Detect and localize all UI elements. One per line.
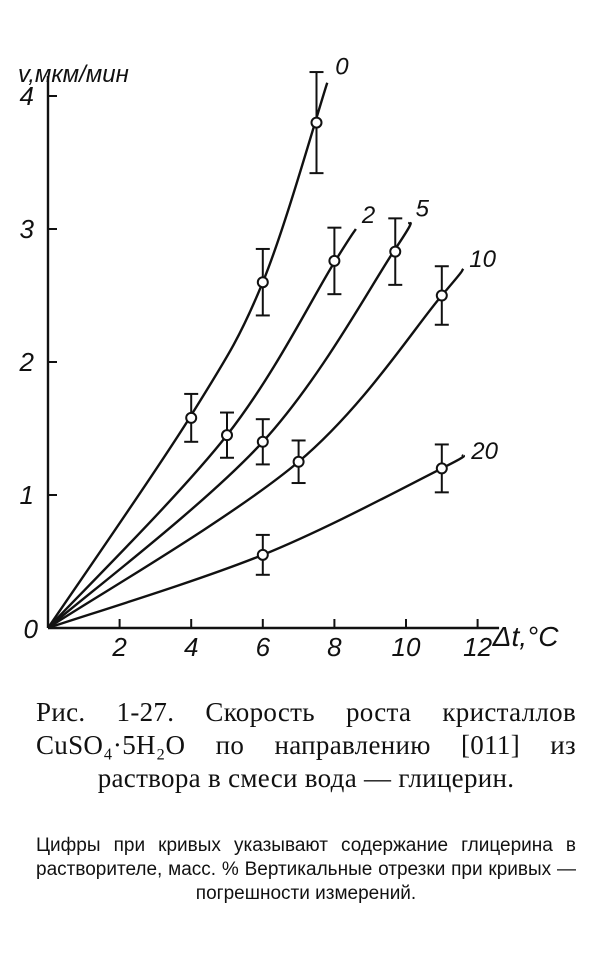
series-label-10: 10	[469, 246, 496, 273]
x-tick-label: 12	[463, 632, 492, 662]
data-point	[256, 276, 269, 289]
series-label-0: 0	[335, 54, 349, 81]
x-tick-label: 2	[111, 632, 127, 662]
series-line-20	[47, 454, 465, 630]
series-label-20: 20	[470, 438, 498, 465]
data-point	[221, 429, 233, 442]
figure-note: Цифры при кривых указывают содержание гл…	[36, 835, 576, 904]
x-tick-label: 6	[256, 632, 271, 662]
figure-caption: Рис. 1-27. Скорость роста кристаллов CuS…	[36, 697, 576, 793]
series-line-2	[47, 228, 357, 629]
data-point	[328, 254, 341, 267]
y-axis-label: v,мкм/мин	[18, 61, 129, 88]
data-point	[256, 435, 269, 448]
x-axis-label: Δt,°C	[492, 621, 560, 652]
x-tick-label: 4	[184, 632, 198, 662]
y-tick-label: 2	[19, 347, 35, 377]
y-tick-label: 4	[20, 81, 34, 111]
data-point	[435, 289, 448, 302]
data-point	[256, 548, 269, 561]
origin-label: 0	[24, 614, 39, 644]
y-tick-label: 1	[20, 480, 34, 510]
series-line-5	[47, 221, 412, 629]
data-point	[435, 462, 448, 475]
data-point	[292, 455, 305, 468]
data-point	[185, 411, 198, 424]
x-tick-label: 10	[392, 632, 421, 662]
x-tick-label: 8	[327, 632, 342, 662]
series-line-10	[47, 268, 465, 630]
series-line-0	[47, 82, 329, 629]
series-label-2: 2	[361, 202, 375, 229]
series-label-5: 5	[416, 195, 430, 222]
y-tick-label: 3	[20, 214, 35, 244]
data-point	[389, 245, 402, 258]
data-point	[310, 116, 323, 129]
